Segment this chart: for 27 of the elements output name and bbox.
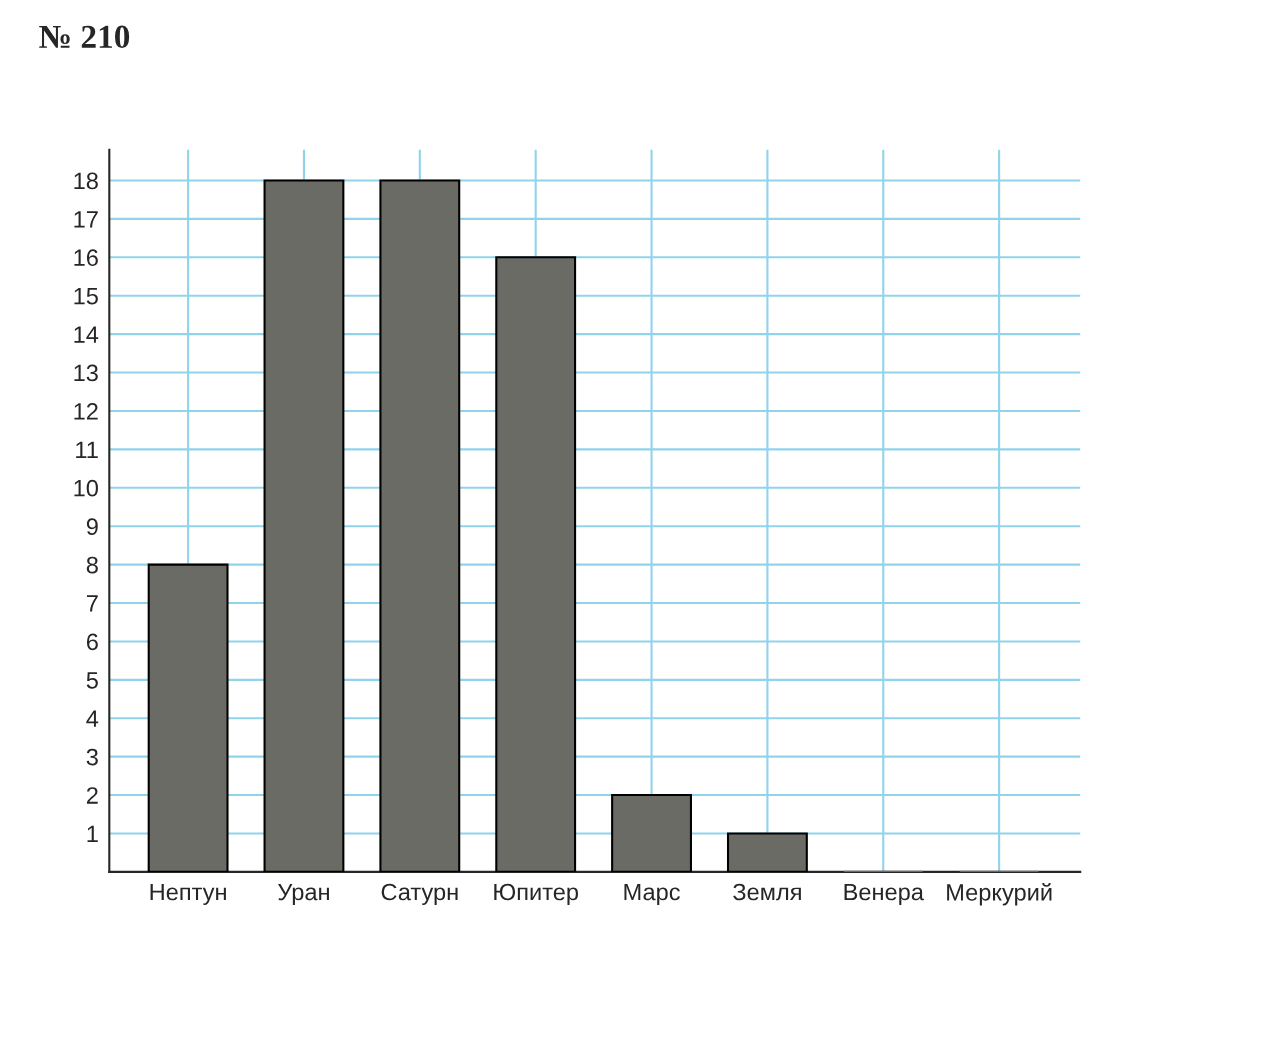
x-tick-label: Марс xyxy=(624,883,680,906)
x-tick-label: Земля xyxy=(733,883,801,901)
x-tick-label: Венера xyxy=(844,883,924,906)
y-tick-label: 2 xyxy=(86,787,98,804)
x-tick-label: Юпитер xyxy=(494,883,579,906)
y-tick-label: 6 xyxy=(86,633,98,651)
x-tick-label: Нептун xyxy=(150,883,226,906)
x-tick-label: Сатурн xyxy=(381,883,458,906)
x-tick-label: Меркурий xyxy=(947,883,1052,906)
y-tick-label: 1 xyxy=(87,825,98,843)
y-tick-label: 16 xyxy=(74,249,98,267)
y-tick-label: 15 xyxy=(74,288,98,305)
y-tick-label: 4 xyxy=(86,710,99,727)
y-tick-label: 7 xyxy=(86,595,98,612)
y-tick-label: 12 xyxy=(74,403,98,420)
y-tick-label: 8 xyxy=(86,556,98,574)
y-tick-label: 10 xyxy=(74,479,98,497)
x-tick-label: Уран xyxy=(277,883,329,906)
y-tick-label: 3 xyxy=(86,748,98,766)
chart-title: № 210 xyxy=(39,25,130,49)
y-tick-label: 14 xyxy=(74,326,99,343)
y-tick-label: 9 xyxy=(86,518,98,535)
y-tick-label: 11 xyxy=(76,441,98,458)
y-tick-label: 17 xyxy=(74,211,98,228)
y-tick-label: 5 xyxy=(86,672,98,689)
y-tick-label: 18 xyxy=(74,172,98,190)
y-tick-label: 13 xyxy=(74,364,98,382)
